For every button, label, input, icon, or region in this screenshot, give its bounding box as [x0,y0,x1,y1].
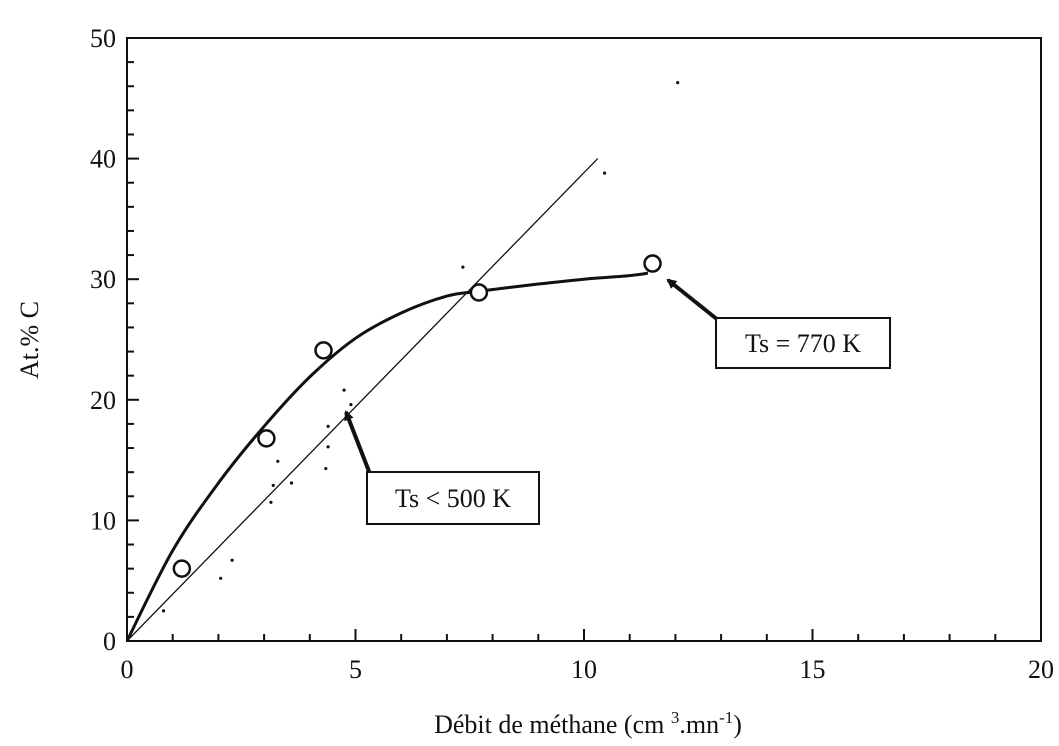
annotation-arrow-500 [344,410,372,475]
annotation-label-500: Ts < 500 K [395,484,511,513]
series-500-point [271,483,275,488]
x-axis-title: Débit de méthane (cm 3.mn-1) [434,708,742,739]
series-500-point [324,466,328,471]
y-tick-label: 20 [90,386,116,415]
x-tick-labels: 0 5 10 15 20 [121,655,1055,684]
data-points [161,81,680,613]
series-500-fit-line [126,158,599,642]
series-770-point [643,254,662,273]
axis-ticks [126,37,1042,642]
series-500-point [349,403,353,407]
x-tick-label: 10 [571,655,597,684]
x-tick-label: 5 [349,655,362,684]
series-500-point [326,445,330,449]
series-500-point [602,171,607,175]
series-lines [125,158,649,642]
series-500-point [276,459,280,463]
series-500-point [289,481,294,485]
y-tick-label: 40 [90,145,116,174]
series-500-point [461,265,465,269]
series-500-point [676,81,680,85]
series-500-point [342,388,346,392]
x-tick-label: 0 [121,655,134,684]
y-tick-labels: 0 10 20 30 40 50 [90,24,116,656]
annotation-box-770 [715,317,891,369]
y-tick-label: 10 [90,506,116,535]
series-770-point [314,341,333,360]
series-770-point [257,429,276,448]
annotation-box-500 [366,471,540,525]
series-770-curve [125,271,649,642]
plot-frame [126,37,1042,642]
series-770-point [172,559,192,578]
y-tick-label: 0 [103,627,116,656]
y-tick-label: 50 [90,24,116,53]
series-770-point [469,283,489,302]
series-500-point [230,558,234,562]
annotation-arrow-770 [666,278,720,322]
series-500-point [161,609,166,613]
x-tick-label: 20 [1028,655,1054,684]
annotation-ts-500: Ts < 500 K [344,410,540,525]
y-tick-label: 30 [90,265,116,294]
x-tick-label: 15 [800,655,826,684]
series-500-point [219,576,223,580]
y-axis-title: At.% C [15,301,44,379]
series-500-point [269,500,273,504]
annotation-label-770: Ts = 770 K [745,329,861,358]
annotation-ts-770: Ts = 770 K [666,278,891,369]
series-500-point [326,424,330,428]
